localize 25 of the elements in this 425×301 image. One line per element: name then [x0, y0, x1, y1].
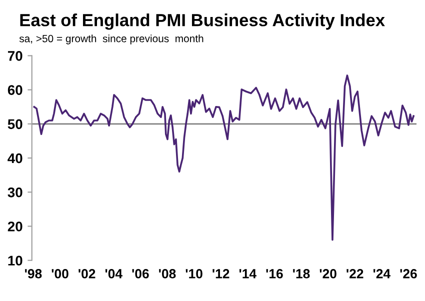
y-tick-label: 70	[8, 51, 22, 61]
x-tick-label: '18	[293, 269, 310, 278]
y-tick-label: 40	[8, 153, 22, 164]
x-tick-label: '10	[186, 269, 202, 278]
y-tick-label: 50	[8, 119, 22, 130]
x-tick-label: '06	[132, 269, 149, 278]
x-tick-label: '98	[25, 269, 42, 278]
line-series	[33, 74, 414, 241]
x-tick-label: '04	[105, 269, 122, 278]
x-tick-label: '08	[159, 269, 176, 278]
x-tick-label: '24	[373, 269, 390, 278]
y-tick-label: 30	[8, 187, 22, 198]
x-tick-label: '26	[400, 269, 417, 278]
y-tick-label: 10	[8, 256, 22, 266]
y-tick-label: 60	[8, 85, 22, 95]
x-tick-label: '02	[78, 269, 96, 278]
x-tick-label: '20	[320, 269, 336, 278]
x-tick-label: '14	[239, 269, 256, 278]
x-tick-label: '16	[266, 269, 283, 278]
y-tick-label: 20	[8, 222, 22, 232]
x-tick-label: '00	[52, 269, 68, 278]
chart-title: East of England PMI Business Activity Index	[20, 14, 385, 30]
x-tick-label: '12	[212, 269, 230, 278]
chart-subtitle: sa, >50 = growth since previous month	[19, 34, 204, 44]
x-tick-label: '22	[346, 269, 364, 278]
